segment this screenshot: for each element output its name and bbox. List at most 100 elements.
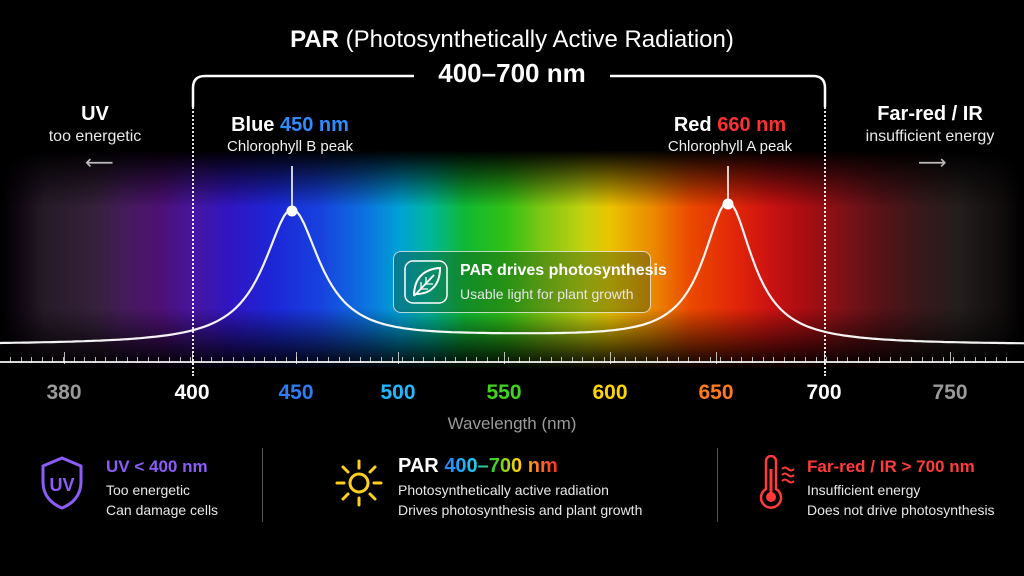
axis-minor-tick bbox=[52, 357, 54, 363]
axis-minor-tick bbox=[868, 357, 870, 363]
axis-minor-tick bbox=[720, 357, 722, 363]
axis-minor-tick bbox=[338, 357, 340, 363]
blue-peak-title: Blue 450 nm bbox=[190, 114, 390, 137]
axis-minor-tick bbox=[253, 357, 255, 363]
left-arrow-icon: ⟵ bbox=[85, 152, 114, 174]
header-title: PAR (Photosynthetically Active Radiation… bbox=[0, 26, 1024, 54]
callout-title: PAR drives photosynthesis bbox=[460, 262, 667, 279]
axis-minor-tick bbox=[582, 357, 584, 363]
leaf-icon bbox=[404, 260, 448, 304]
x-axis-label: Wavelength (nm) bbox=[447, 414, 577, 433]
axis-minor-tick bbox=[879, 357, 881, 363]
axis-minor-tick bbox=[561, 357, 563, 363]
axis-minor-tick bbox=[677, 357, 679, 363]
header-range: 400–700 nm bbox=[438, 58, 586, 88]
axis-minor-tick bbox=[974, 357, 976, 363]
axis-minor-tick bbox=[158, 357, 160, 363]
axis-minor-tick bbox=[285, 357, 287, 363]
red-peak-name: Red bbox=[673, 114, 712, 136]
axis-minor-tick bbox=[1006, 357, 1008, 363]
axis-minor-tick bbox=[889, 357, 891, 363]
axis-minor-tick bbox=[900, 357, 902, 363]
axis-minor-tick bbox=[423, 357, 425, 363]
axis-minor-tick bbox=[656, 357, 658, 363]
legend-divider-left bbox=[262, 448, 263, 522]
axis-minor-tick bbox=[147, 357, 149, 363]
blue-peak-marker bbox=[286, 205, 298, 217]
axis-minor-tick bbox=[84, 357, 86, 363]
par-legend-line-1: Photosynthetically active radiation bbox=[398, 482, 609, 498]
axis-minor-tick bbox=[497, 357, 499, 363]
axis-minor-tick bbox=[730, 357, 732, 363]
axis-minor-tick bbox=[688, 357, 690, 363]
axis-major-tick bbox=[610, 352, 611, 364]
axis-tick-label: 750 bbox=[932, 381, 968, 404]
par-legend-title: PAR 400–700 nm bbox=[398, 455, 558, 478]
ir-side-title: Far-red / IR bbox=[877, 103, 983, 125]
axis-minor-tick bbox=[10, 357, 11, 363]
axis-minor-tick bbox=[465, 357, 467, 363]
axis-major-tick bbox=[504, 352, 505, 364]
axis-minor-tick bbox=[646, 357, 647, 363]
axis-minor-tick bbox=[709, 357, 711, 363]
axis-minor-tick bbox=[593, 357, 594, 363]
axis-minor-tick bbox=[815, 357, 817, 363]
axis-minor-tick bbox=[487, 357, 488, 363]
axis-tick-label: 600 bbox=[592, 381, 628, 404]
axis-minor-tick bbox=[752, 357, 753, 363]
axis-major-tick bbox=[192, 352, 193, 364]
blue-peak-nm: 450 nm bbox=[279, 114, 349, 136]
axis-minor-tick bbox=[381, 357, 382, 363]
red-peak-sub: Chlorophyll A peak bbox=[667, 138, 793, 155]
axis-minor-tick bbox=[232, 357, 234, 363]
axis-tick-label: 400 bbox=[174, 381, 210, 404]
legend-divider-right bbox=[717, 448, 718, 522]
axis-major-tick bbox=[716, 352, 717, 364]
axis-major-tick bbox=[296, 352, 297, 364]
axis-minor-tick bbox=[105, 357, 107, 363]
axis-major-tick bbox=[64, 352, 65, 364]
axis-minor-tick bbox=[264, 357, 266, 363]
axis-minor-tick bbox=[243, 357, 245, 363]
axis-minor-tick bbox=[211, 357, 213, 363]
axis-minor-tick bbox=[63, 357, 64, 363]
axis-minor-tick bbox=[518, 357, 520, 363]
axis-minor-tick bbox=[985, 357, 987, 363]
uv-shield-text: UV bbox=[49, 475, 74, 495]
axis-minor-tick bbox=[190, 357, 192, 363]
axis-minor-tick bbox=[391, 357, 393, 363]
right-arrow-icon: ⟶ bbox=[918, 152, 947, 174]
uv-legend-title: UV < 400 nm bbox=[106, 457, 208, 476]
par-callout: PAR drives photosynthesis Usable light f… bbox=[393, 251, 667, 313]
absorption-line bbox=[0, 200, 1024, 345]
ir-legend-title: Far-red / IR > 700 nm bbox=[807, 457, 975, 476]
header-title-rest: (Photosynthetically Active Radiation) bbox=[339, 26, 734, 53]
axis-minor-tick bbox=[995, 357, 997, 363]
ir-legend-line-1: Insufficient energy bbox=[807, 482, 921, 498]
axis-minor-tick bbox=[667, 357, 669, 363]
axis-tick-label: 500 bbox=[380, 381, 416, 404]
axis-minor-tick bbox=[783, 357, 785, 363]
axis-minor-tick bbox=[964, 357, 965, 363]
axis-minor-tick bbox=[317, 357, 319, 363]
uv-legend-line-1: Too energetic bbox=[106, 482, 191, 498]
header-title-bold: PAR bbox=[290, 26, 339, 53]
axis-minor-tick bbox=[41, 357, 43, 363]
axis-minor-tick bbox=[412, 357, 414, 363]
axis-tick-label: 650 bbox=[698, 381, 734, 404]
axis-minor-tick bbox=[603, 357, 605, 363]
axis-minor-tick bbox=[773, 357, 775, 363]
axis-minor-tick bbox=[624, 357, 626, 363]
axis-minor-tick bbox=[94, 357, 96, 363]
axis-tick-label: 450 bbox=[278, 381, 314, 404]
sun-icon bbox=[335, 459, 383, 507]
callout-sub: Usable light for plant growth bbox=[460, 286, 634, 302]
ir-legend-line-2: Does not drive photosynthesis bbox=[807, 502, 995, 518]
axis-minor-tick bbox=[794, 357, 796, 363]
par-legend-line-2: Drives photosynthesis and plant growth bbox=[398, 502, 643, 518]
axis-minor-tick bbox=[31, 357, 33, 363]
axis-minor-tick bbox=[402, 357, 404, 363]
uv-side-sub: too energetic bbox=[48, 128, 142, 145]
